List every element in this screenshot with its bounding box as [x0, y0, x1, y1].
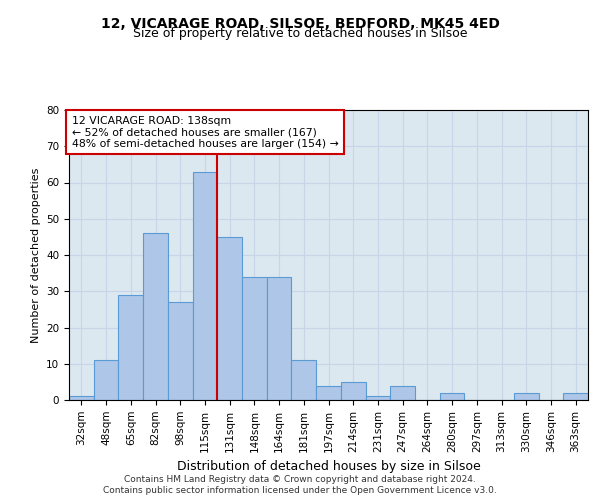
Y-axis label: Number of detached properties: Number of detached properties — [31, 168, 41, 342]
Bar — [168, 302, 193, 400]
Text: Contains public sector information licensed under the Open Government Licence v3: Contains public sector information licen… — [103, 486, 497, 495]
Bar — [69, 396, 94, 400]
Bar — [316, 386, 341, 400]
Bar — [292, 360, 316, 400]
Bar — [390, 386, 415, 400]
Text: Contains HM Land Registry data © Crown copyright and database right 2024.: Contains HM Land Registry data © Crown c… — [124, 475, 476, 484]
Bar — [563, 393, 588, 400]
Bar — [365, 396, 390, 400]
Bar — [341, 382, 365, 400]
Bar — [267, 277, 292, 400]
Bar — [143, 233, 168, 400]
Bar — [242, 277, 267, 400]
Bar — [118, 295, 143, 400]
Text: Size of property relative to detached houses in Silsoe: Size of property relative to detached ho… — [133, 28, 467, 40]
Bar — [94, 360, 118, 400]
Text: 12, VICARAGE ROAD, SILSOE, BEDFORD, MK45 4ED: 12, VICARAGE ROAD, SILSOE, BEDFORD, MK45… — [101, 18, 499, 32]
X-axis label: Distribution of detached houses by size in Silsoe: Distribution of detached houses by size … — [176, 460, 481, 473]
Text: 12 VICARAGE ROAD: 138sqm
← 52% of detached houses are smaller (167)
48% of semi-: 12 VICARAGE ROAD: 138sqm ← 52% of detach… — [72, 116, 338, 149]
Bar — [514, 393, 539, 400]
Bar — [440, 393, 464, 400]
Bar — [217, 237, 242, 400]
Bar — [193, 172, 217, 400]
